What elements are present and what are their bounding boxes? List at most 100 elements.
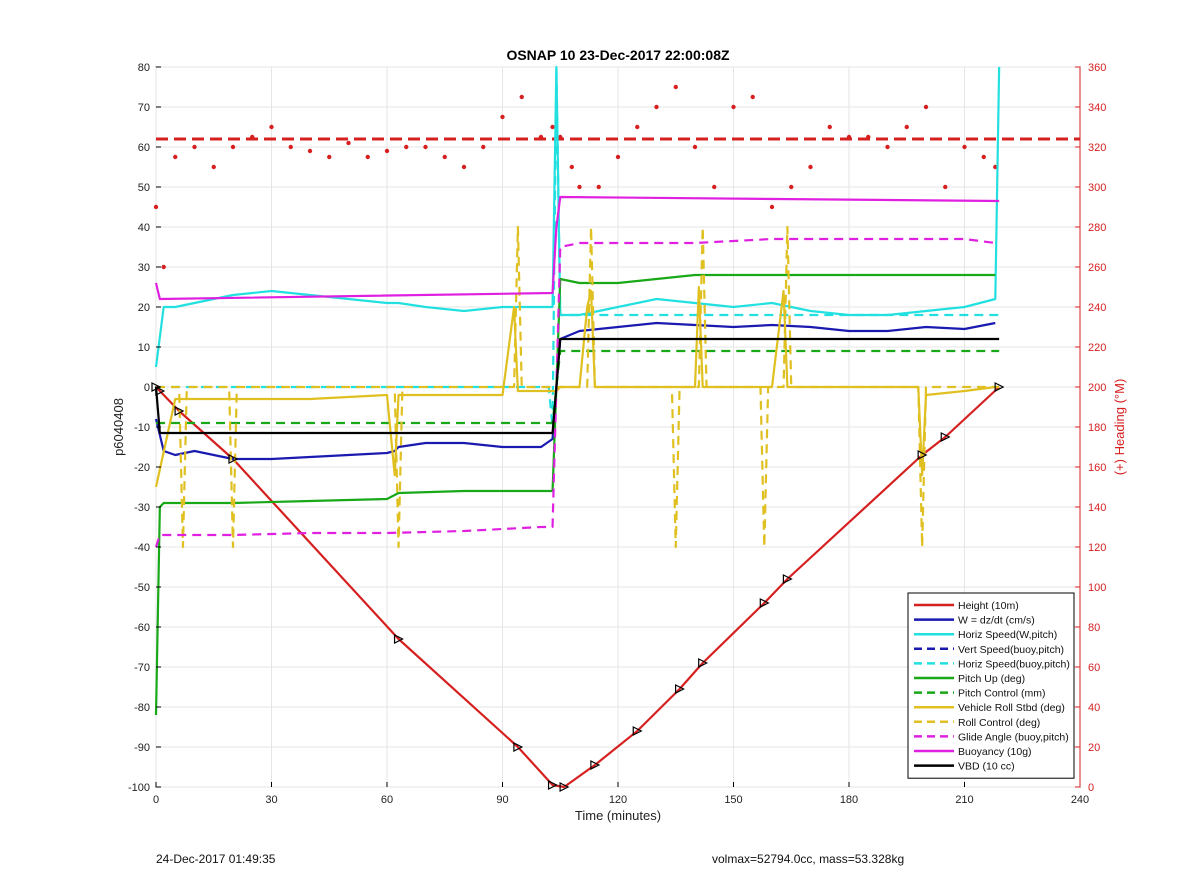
series-line [154,321,996,461]
x-tick-label: 0 [153,794,159,806]
legend-entry: W = dz/dt (cm/s) [958,615,1035,627]
legend-entry: VBD (10 cc) [958,761,1015,773]
heading-point [269,124,274,130]
legend-entry: Vehicle Roll Stbd (deg) [958,702,1065,714]
x-tick-label: 180 [840,794,858,806]
y-right-tick-label: 180 [1088,422,1106,434]
x-tick-label: 240 [1071,794,1089,806]
heading-point [769,204,775,210]
height-marker [940,432,951,442]
legend-entry: Vert Speed(buoy,pitch) [958,644,1064,656]
height-marker [698,658,709,668]
height-marker [559,782,570,792]
y-left-tick-label: -80 [134,702,150,714]
heading-point [153,204,159,210]
y-right-tick-label: 120 [1088,542,1106,554]
heading-point [885,144,890,150]
height-marker [513,742,524,752]
heading-point [173,154,178,160]
heading-point [654,104,659,110]
y-left-tick-label: -50 [134,582,150,594]
series-layer [151,65,1080,792]
x-tick-label: 150 [724,794,742,806]
height-marker [174,406,185,416]
legend-entry: Pitch Up (deg) [958,673,1025,685]
heading-point [712,184,717,190]
height-marker [547,780,558,790]
heading-point [327,154,332,160]
heading-point [211,164,216,170]
heading-point [384,148,390,154]
heading-point [981,154,986,160]
height-marker [590,760,601,770]
y-left-tick-label: 80 [138,62,150,74]
footer-timestamp: 24-Dec-2017 01:49:35 [156,852,276,866]
heading-point [288,144,293,150]
heading-point [442,154,447,160]
y-right-tick-label: 340 [1088,102,1106,114]
y-left-tick-label: 30 [138,262,150,274]
height-marker [228,454,239,464]
heading-point [404,144,409,150]
height-marker [155,386,166,396]
series-line [155,386,1000,789]
heading-point [846,134,852,140]
y-right-tick-label: 260 [1088,262,1106,274]
series-line [156,225,1000,549]
heading-point [550,124,555,130]
series-line [156,349,1000,425]
heading-point [230,144,236,150]
y-right-tick-label: 240 [1088,302,1106,314]
heading-point [923,104,929,110]
heading-point [808,164,813,170]
legend-entry: Pitch Control (mm) [958,688,1046,700]
heading-point [500,114,505,120]
legend-entry: Height (10m) [958,600,1019,612]
y-left-tick-label: 10 [138,342,150,354]
chart-title: OSNAP 10 23-Dec-2017 22:00:08Z [506,47,730,63]
y-right-tick-label: 280 [1088,222,1106,234]
legend-box [907,592,1075,779]
heading-point [962,144,967,150]
height-marker [759,598,770,608]
heading-point [461,164,467,170]
series-line [154,273,996,716]
y-right-tick-label: 100 [1088,582,1106,594]
y-left-tick-label: -100 [128,782,150,794]
legend: Height (10m) W = dz/dt (cm/s) Horiz Speed(… [907,592,1075,779]
heading-point [346,140,351,146]
x-tick-label: 30 [265,794,277,806]
y-right-tick-label: 360 [1088,62,1106,74]
heading-point [731,104,736,110]
x-tick-label: 210 [955,794,973,806]
legend-entry: Horiz Speed(buoy,pitch) [958,658,1070,670]
heading-point [750,94,755,100]
x-tick-label: 90 [496,794,508,806]
heading-point [423,144,428,150]
x-axis-label: Time (minutes) [575,808,661,823]
height-marker [994,382,1005,392]
y-left-tick-label: 70 [138,102,150,114]
legend-entry: Horiz Speed(W,pitch) [958,629,1057,641]
height-marker [917,450,928,460]
heading-point [558,134,563,140]
heading-point [161,264,166,270]
x-tick-label: 120 [609,794,627,806]
y-left-tick-label: -20 [134,462,150,474]
heading-point [250,134,255,140]
height-marker [782,574,793,584]
x-tick-label: 60 [381,794,393,806]
series-line [154,337,1000,435]
y-left-tick-label: -60 [134,622,150,634]
legend-entry: Glide Angle (buoy,pitch) [958,731,1069,743]
footer-stats: volmax=52794.0cc, mass=53.328kg [712,852,905,866]
heading-point [615,154,621,160]
heading-point [538,134,544,140]
y-right-tick-label: 40 [1088,702,1100,714]
y-axis-right-label: (+) Heading (°M) [1112,379,1127,476]
y-axis-left-label: p6040408 [111,398,126,456]
y-right-tick-label: 0 [1088,782,1094,794]
height-marker [675,684,685,694]
height-marker [632,726,643,736]
